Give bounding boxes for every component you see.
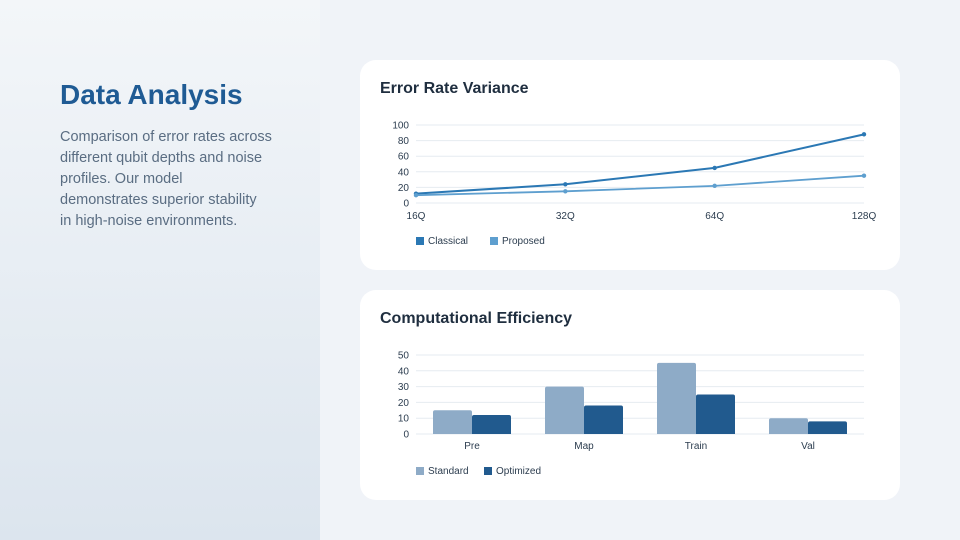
description-line: demonstrates superior stability xyxy=(60,192,257,208)
x-tick-label: Map xyxy=(574,441,594,452)
page-description: Comparison of error rates across differe… xyxy=(60,127,290,232)
legend-label-optimized: Optimized xyxy=(496,466,541,477)
description-line: in high-noise environments. xyxy=(60,213,238,229)
x-tick-label: Pre xyxy=(464,441,480,452)
x-tick-label: Train xyxy=(685,441,707,452)
series-line-proposed xyxy=(415,174,865,197)
bar-optimized xyxy=(584,405,623,434)
data-point-classical xyxy=(563,182,568,187)
legend-label-classical: Classical xyxy=(428,236,468,247)
x-tick-label: 16Q xyxy=(407,211,426,222)
x-tick-label: 64Q xyxy=(705,211,724,222)
data-point-proposed xyxy=(861,173,867,178)
description-line: profiles. Our model xyxy=(60,171,183,187)
legend-label-standard: Standard xyxy=(428,466,469,477)
y-tick-label: 30 xyxy=(398,382,410,393)
y-tick-label: 50 xyxy=(398,351,410,362)
data-point-proposed xyxy=(712,183,717,189)
data-point-classical xyxy=(861,132,867,137)
efficiency-bar-chart: 0 10 20 30 40 50 Pre Map Train Val Standard Optimiz… xyxy=(398,351,864,477)
x-tick-label: 128Q xyxy=(852,211,877,222)
line-chart-title: Error Rate Variance xyxy=(380,80,529,97)
y-tick-label: 80 xyxy=(398,136,410,147)
x-tick-label: Val xyxy=(801,441,815,452)
y-tick-label: 20 xyxy=(398,398,410,409)
y-tick-label: 60 xyxy=(398,152,410,163)
y-tick-label: 0 xyxy=(403,430,409,441)
description-line: Comparison of error rates across xyxy=(60,129,272,145)
error-rate-line-chart: 0 20 40 60 80 100 16Q 32Q 64Q 128Q Classical Propos… xyxy=(392,121,877,248)
legend-swatch-classical xyxy=(416,237,424,245)
legend-label-proposed: Proposed xyxy=(502,236,545,247)
bar-standard xyxy=(657,362,696,434)
bar-optimized xyxy=(808,421,847,434)
bar-optimized xyxy=(472,415,511,434)
y-tick-label: 100 xyxy=(392,121,409,132)
bar-standard xyxy=(433,410,472,434)
legend-swatch-optimized xyxy=(484,467,492,475)
efficiency-card: Computational Efficiency 0 10 20 30 40 50 Pre M… xyxy=(360,290,900,500)
y-tick-label: 40 xyxy=(398,366,410,377)
y-tick-label: 0 xyxy=(403,199,409,210)
left-panel: Data Analysis Comparison of error rates … xyxy=(0,0,320,540)
series-line-classical xyxy=(415,133,865,195)
y-tick-label: 40 xyxy=(398,167,410,178)
y-tick-label: 10 xyxy=(398,414,410,425)
bar-standard xyxy=(545,386,584,434)
data-point-proposed xyxy=(563,189,568,194)
data-point-proposed xyxy=(413,193,419,198)
error-rate-card: Error Rate Variance 0 20 40 60 80 100 16Q 32Q 64… xyxy=(360,60,900,270)
legend-swatch-proposed xyxy=(490,237,498,245)
page-title: Data Analysis xyxy=(60,79,243,110)
bar-chart-title: Computational Efficiency xyxy=(380,310,573,327)
x-tick-label: 32Q xyxy=(556,211,575,222)
bar-standard xyxy=(769,418,808,434)
bar-optimized xyxy=(696,394,735,434)
description-line: different qubit depths and noise xyxy=(60,150,263,166)
legend-swatch-standard xyxy=(416,467,424,475)
y-tick-label: 20 xyxy=(398,183,410,194)
data-point-classical xyxy=(712,165,717,171)
